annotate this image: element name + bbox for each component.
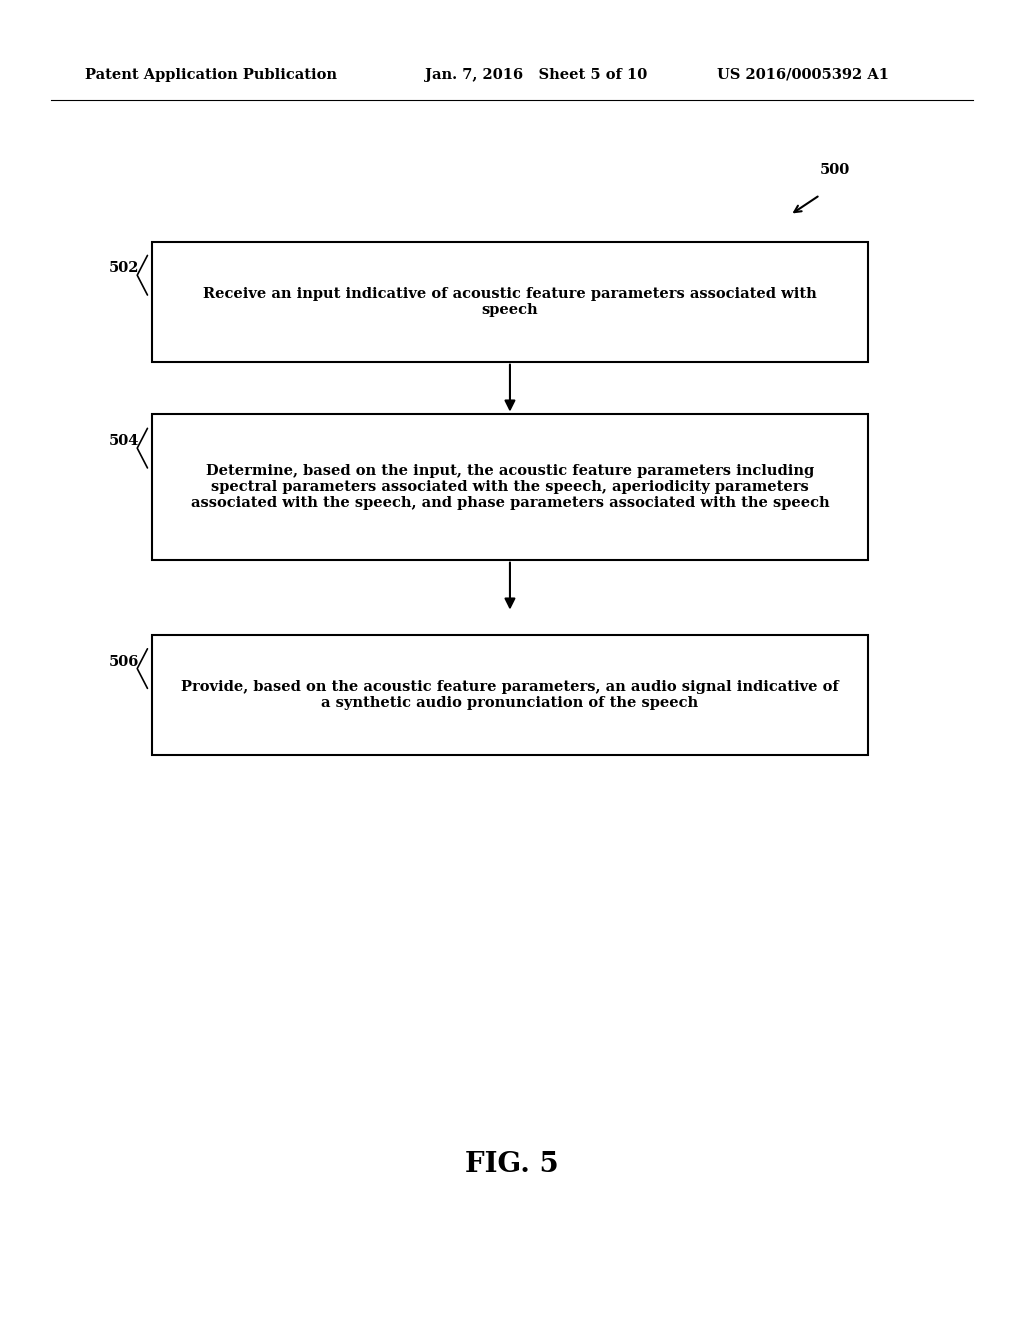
Text: 504: 504 xyxy=(109,434,139,449)
Text: Patent Application Publication: Patent Application Publication xyxy=(85,69,337,82)
Text: 502: 502 xyxy=(109,261,139,276)
Text: 506: 506 xyxy=(109,655,139,669)
Bar xyxy=(152,242,868,362)
Text: Receive an input indicative of acoustic feature parameters associated with
speec: Receive an input indicative of acoustic … xyxy=(203,286,817,317)
Text: Provide, based on the acoustic feature parameters, an audio signal indicative of: Provide, based on the acoustic feature p… xyxy=(181,680,839,710)
Text: Jan. 7, 2016   Sheet 5 of 10: Jan. 7, 2016 Sheet 5 of 10 xyxy=(425,69,647,82)
Text: US 2016/0005392 A1: US 2016/0005392 A1 xyxy=(717,69,889,82)
Text: 500: 500 xyxy=(820,162,850,177)
Text: FIG. 5: FIG. 5 xyxy=(465,1151,559,1179)
Bar xyxy=(152,635,868,755)
Bar xyxy=(152,414,868,560)
Text: Determine, based on the input, the acoustic feature parameters including
spectra: Determine, based on the input, the acous… xyxy=(190,463,829,511)
